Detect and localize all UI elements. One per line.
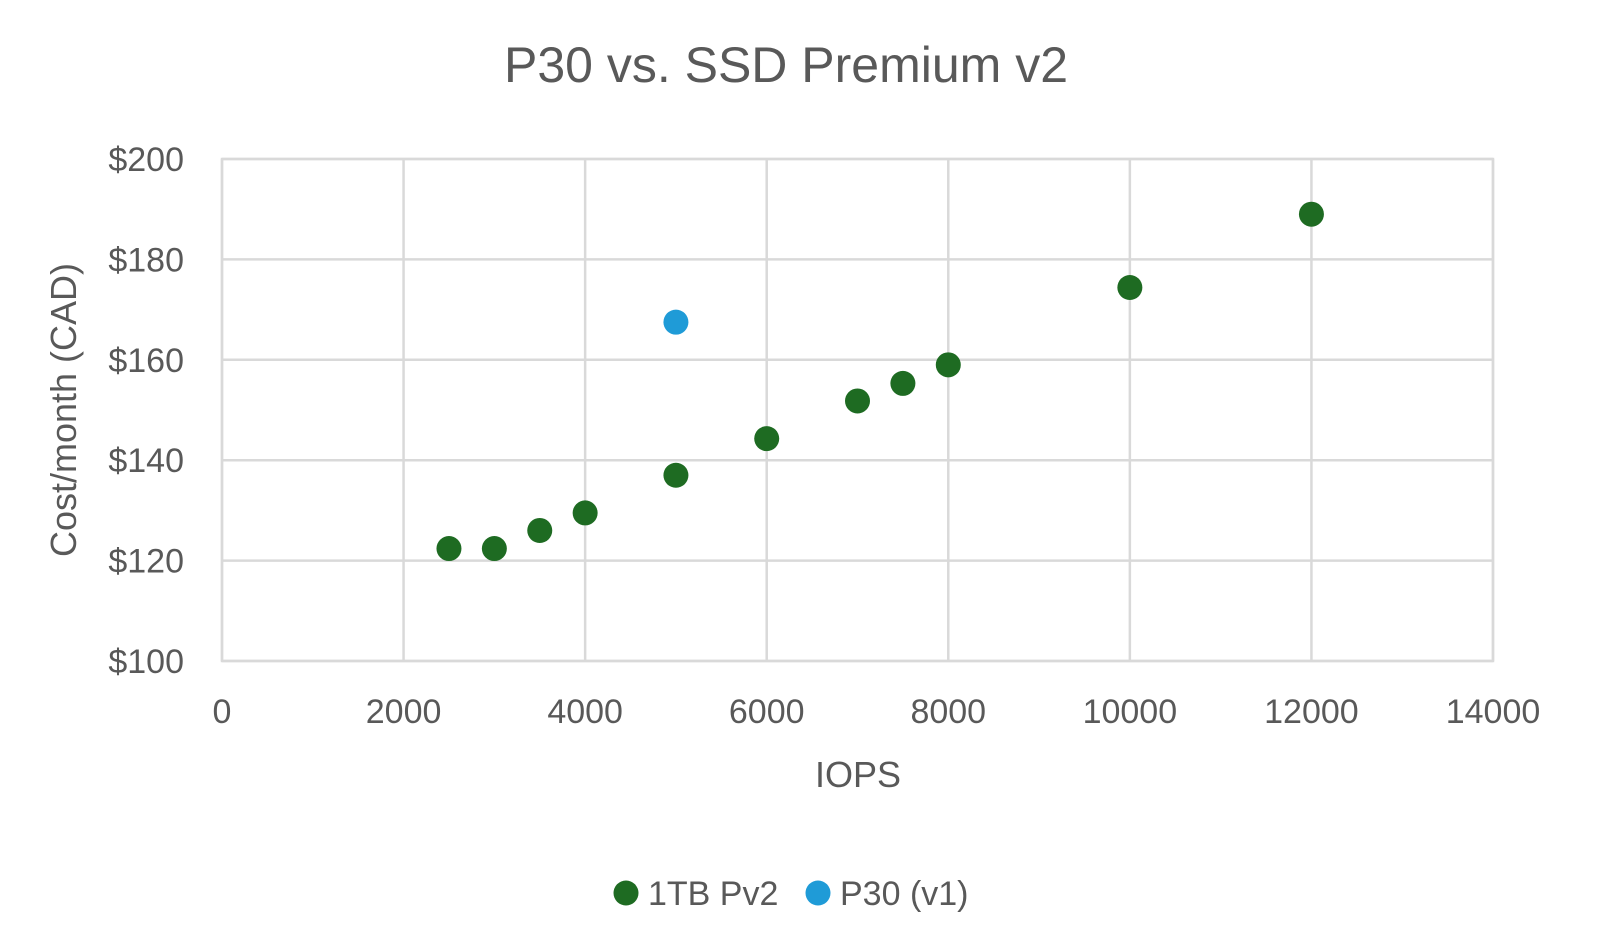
legend-item: P30 (v1) (805, 875, 969, 913)
data-point (436, 536, 462, 562)
legend: 1TB Pv2 P30 (v1) (613, 875, 969, 913)
x-tick-label: 8000 (910, 693, 986, 731)
chart-title: P30 vs. SSD Premium v2 (504, 37, 1068, 93)
x-tick-label: 2000 (366, 693, 442, 731)
legend-label: P30 (v1) (840, 875, 969, 913)
x-tick-label: 10000 (1083, 693, 1178, 731)
y-tick-label: $200 (108, 141, 184, 179)
data-point (754, 426, 780, 452)
data-point (890, 370, 916, 396)
data-point (935, 352, 961, 378)
data-points (436, 201, 1324, 562)
data-point (1117, 275, 1143, 301)
y-axis-ticks: $100 $120 $140 $160 $180 $200 (108, 141, 184, 681)
y-tick-label: $160 (108, 342, 184, 380)
x-tick-label: 0 (213, 693, 232, 731)
data-point (845, 388, 870, 414)
y-axis-title: Cost/month (CAD) (43, 263, 84, 557)
x-tick-label: 14000 (1446, 693, 1541, 731)
series-0 (436, 201, 1324, 562)
x-axis-ticks: 0 2000 4000 6000 8000 10000 12000 14000 (213, 693, 1541, 731)
series-1 (663, 309, 689, 335)
data-point (527, 517, 553, 543)
y-tick-label: $120 (108, 543, 184, 581)
legend-item: 1TB Pv2 (613, 875, 778, 913)
legend-marker (613, 880, 639, 906)
data-point (572, 500, 598, 526)
y-tick-label: $180 (108, 241, 184, 279)
x-tick-label: 4000 (547, 693, 623, 731)
plot-area-border (220, 157, 1495, 663)
legend-marker (805, 880, 831, 906)
x-axis-title: IOPS (815, 754, 901, 795)
data-point (663, 462, 689, 488)
y-tick-label: $100 (108, 643, 184, 681)
legend-label: 1TB Pv2 (648, 875, 778, 913)
grid-layer (220, 157, 1495, 663)
data-point (481, 536, 507, 562)
y-tick-label: $140 (108, 442, 184, 480)
x-tick-label: 12000 (1264, 693, 1359, 731)
x-tick-label: 6000 (729, 693, 805, 731)
data-point (663, 309, 689, 335)
data-point (1298, 201, 1324, 227)
